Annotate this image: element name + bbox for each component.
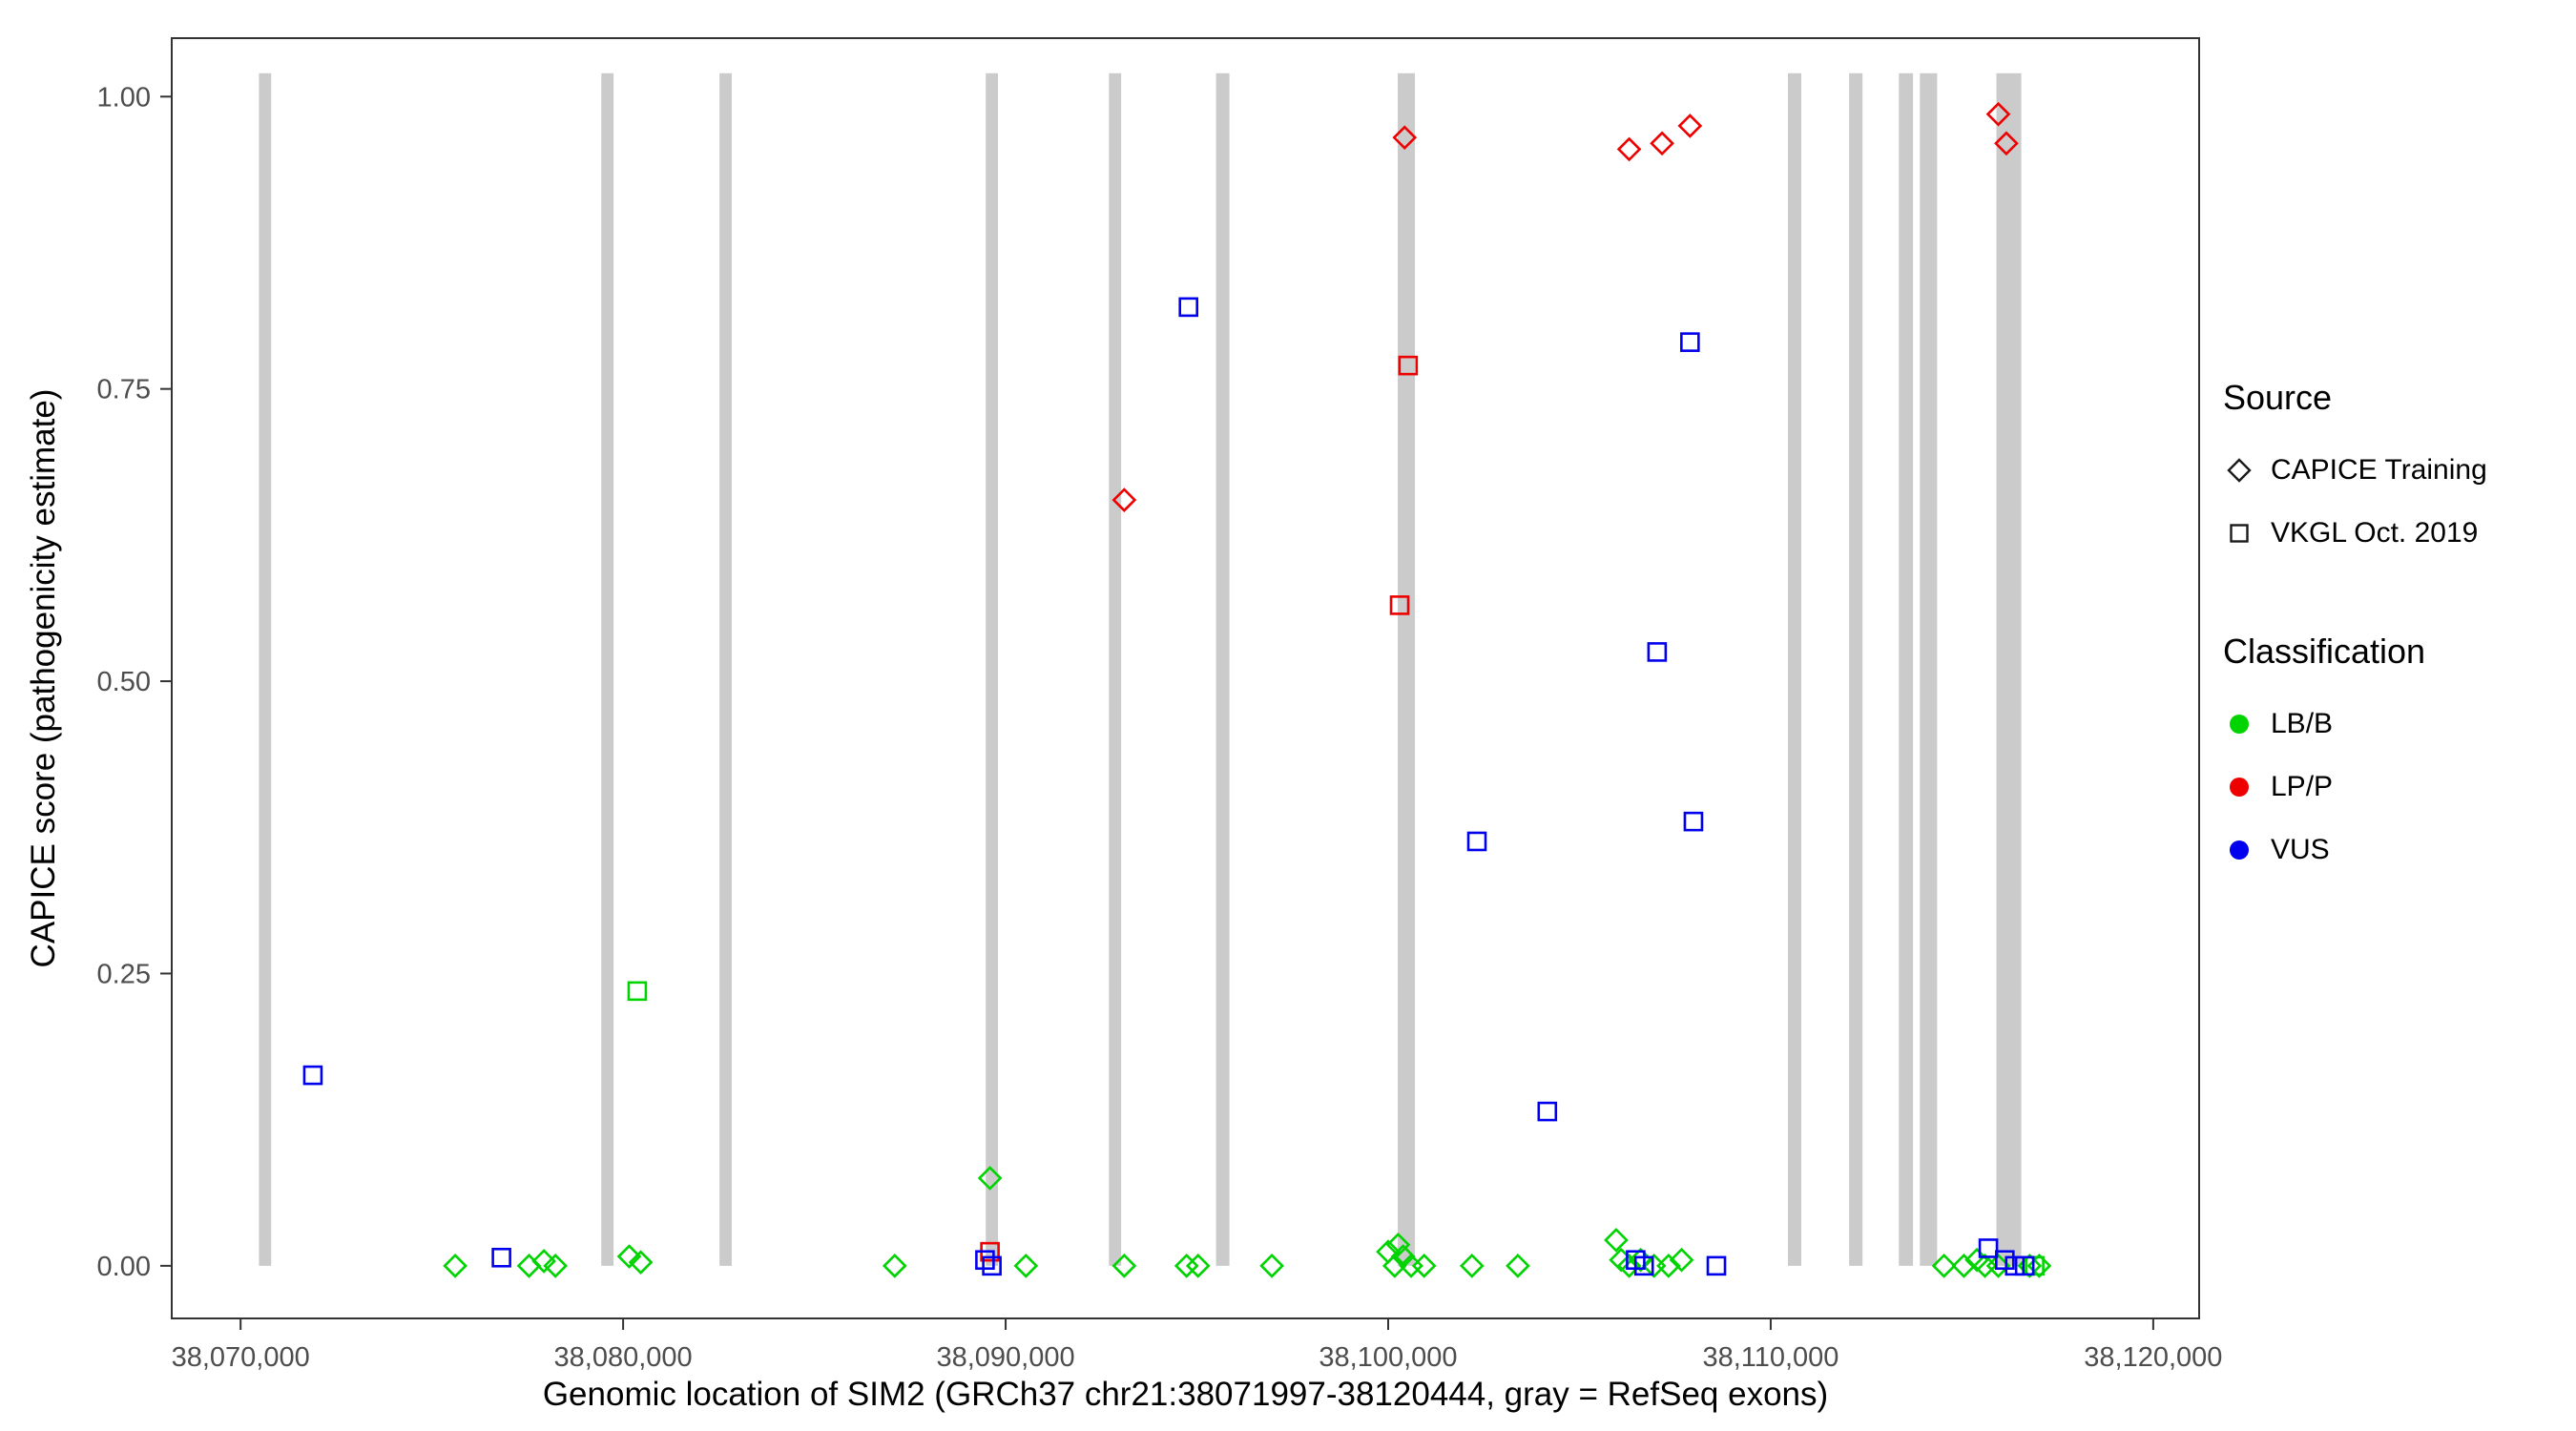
panel-border: [171, 37, 2200, 1319]
x-tick-label: 38,090,000: [936, 1342, 1074, 1373]
exon-bar: [259, 73, 272, 1266]
exon-bar: [1109, 73, 1122, 1266]
x-tick-label: 38,120,000: [2084, 1342, 2222, 1373]
data-point-diamond: [1604, 1228, 1629, 1253]
data-point-square: [1178, 297, 1199, 318]
y-tick-label: 1.00: [97, 82, 151, 113]
data-point-diamond: [616, 1244, 642, 1269]
data-point-square: [1647, 642, 1668, 662]
data-point-diamond: [1385, 1232, 1411, 1257]
data-point-diamond: [1669, 1247, 1694, 1273]
legend-item-label: VUS: [2271, 834, 2330, 865]
exon-bar: [986, 73, 999, 1266]
data-point-square: [1978, 1238, 1999, 1258]
y-tick-label: 0.25: [97, 959, 151, 989]
exon-bar: [719, 73, 732, 1266]
data-point-diamond: [1616, 136, 1642, 162]
legend-item-label: LP/P: [2271, 771, 2334, 802]
data-point-diamond: [443, 1254, 467, 1278]
data-point-square: [1683, 811, 1704, 832]
legend-group-source: Source CAPICE Training VKGL Oct. 2019: [2223, 378, 2487, 565]
data-point-diamond: [1185, 1254, 1211, 1278]
data-point-diamond: [882, 1254, 907, 1278]
y-tick-label: 0.50: [97, 667, 151, 697]
data-point-diamond: [1994, 131, 2019, 156]
data-point-diamond: [1392, 125, 1418, 151]
data-point-diamond: [977, 1166, 1003, 1191]
data-point-diamond: [1111, 487, 1137, 512]
data-point-diamond: [1931, 1254, 1957, 1278]
data-point-square: [1633, 1255, 1654, 1276]
data-point-square: [627, 981, 648, 1002]
data-point-diamond: [1459, 1254, 1485, 1278]
x-tick-label: 38,080,000: [554, 1342, 693, 1373]
data-point-square: [1398, 355, 1419, 376]
legend-item-label: VKGL Oct. 2019: [2271, 517, 2479, 549]
data-point-square: [2005, 1255, 2025, 1276]
legend-item-vkgl: VKGL Oct. 2019: [2223, 502, 2487, 565]
legend-item-capice-training: CAPICE Training: [2223, 439, 2487, 502]
data-point-diamond: [1650, 131, 1674, 156]
data-point-diamond: [1174, 1254, 1199, 1278]
legend-group-classification: Classification LB/B LP/P VUS: [2223, 632, 2487, 881]
data-point-diamond: [531, 1249, 556, 1274]
data-point-diamond: [1677, 114, 1703, 138]
data-point-square: [975, 1250, 995, 1271]
data-point-diamond: [1259, 1254, 1284, 1278]
y-axis-title: CAPICE score (pathogenicity estimate): [25, 388, 62, 968]
lb-b-dot-icon: [2230, 715, 2249, 734]
data-point-square: [982, 1255, 1002, 1276]
data-point-diamond: [543, 1254, 568, 1278]
exon-bar: [601, 73, 614, 1266]
exon-bar: [1398, 73, 1416, 1266]
x-tick-label: 38,100,000: [1319, 1342, 1457, 1373]
data-point-square: [1680, 332, 1700, 352]
data-point-square: [2025, 1255, 2045, 1276]
data-point-square: [1995, 1250, 2015, 1271]
exon-bar: [1849, 73, 1863, 1266]
y-tick-label: 0.00: [97, 1252, 151, 1282]
data-point-square: [491, 1247, 511, 1268]
y-tick-label: 0.75: [97, 375, 151, 405]
exon-bar: [1920, 73, 1938, 1266]
data-point-square: [1389, 595, 1410, 615]
data-point-diamond: [1985, 101, 2011, 127]
data-point-diamond: [1951, 1254, 1977, 1278]
exon-bar: [1996, 73, 2022, 1266]
legend: Source CAPICE Training VKGL Oct. 2019 Cl…: [2223, 378, 2487, 948]
data-point-square: [302, 1065, 323, 1086]
data-point-diamond: [1381, 1254, 1407, 1278]
exon-bar: [1787, 73, 1802, 1266]
legend-source-title: Source: [2223, 378, 2333, 417]
data-point-diamond: [628, 1250, 654, 1275]
data-point-diamond: [1013, 1254, 1039, 1278]
data-point-diamond: [1411, 1254, 1437, 1278]
data-point-square: [1466, 831, 1487, 852]
legend-item-vus: VUS: [2223, 819, 2487, 881]
lp-p-dot-icon: [2230, 778, 2249, 797]
square-icon: [2230, 524, 2249, 543]
legend-classification-title: Classification: [2223, 632, 2426, 671]
legend-item-label: LB/B: [2271, 708, 2334, 739]
exon-bar: [1899, 73, 1914, 1266]
legend-item-lb-b: LB/B: [2223, 693, 2487, 756]
data-point-diamond: [1656, 1254, 1681, 1278]
x-axis-title: Genomic location of SIM2 (GRCh37 chr21:3…: [542, 1376, 1829, 1413]
legend-item-label: CAPICE Training: [2271, 454, 2487, 486]
data-point-diamond: [1111, 1254, 1137, 1278]
vus-dot-icon: [2230, 840, 2249, 860]
x-tick-label: 38,070,000: [172, 1342, 310, 1373]
diamond-icon: [2227, 458, 2252, 483]
exon-bar: [1215, 73, 1230, 1266]
data-point-square: [2014, 1255, 2035, 1276]
x-tick-label: 38,110,000: [1702, 1342, 1839, 1373]
data-point-square: [1706, 1255, 1727, 1276]
legend-item-lp-p: LP/P: [2223, 756, 2487, 819]
data-point-square: [1537, 1101, 1558, 1122]
data-point-diamond: [1506, 1254, 1530, 1278]
